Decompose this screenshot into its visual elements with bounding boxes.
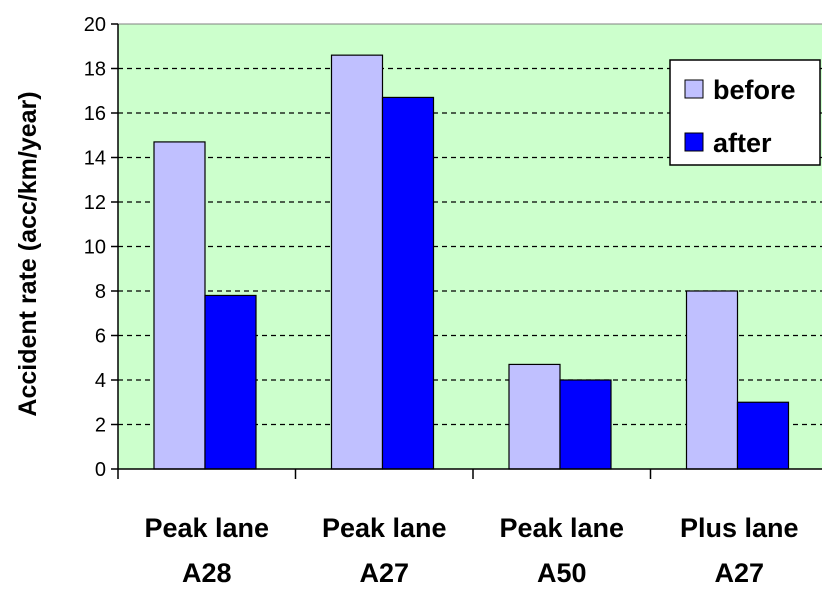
category-label-3-line-1: A27 bbox=[714, 558, 764, 588]
y-tick-label-12: 12 bbox=[84, 192, 106, 214]
legend-swatch-after bbox=[684, 132, 704, 152]
bar-before-2 bbox=[508, 363, 561, 470]
axes bbox=[111, 23, 822, 479]
y-tick-labels: 0 2 4 6 8 10 12 14 16 18 20 bbox=[84, 14, 106, 481]
category-label-3-line-0: Plus lane bbox=[680, 513, 799, 543]
category-label-1-line-1: A27 bbox=[359, 558, 409, 588]
legend: before after bbox=[669, 59, 821, 166]
category-label-2-line-0: Peak lane bbox=[499, 513, 624, 543]
legend-swatch-before bbox=[684, 79, 704, 99]
bar-after-3 bbox=[736, 401, 790, 470]
bar-before-1 bbox=[330, 54, 384, 470]
bar-before-0 bbox=[153, 141, 206, 470]
bar-after-0 bbox=[204, 294, 257, 470]
legend-label-before: before bbox=[713, 75, 796, 105]
y-tick-label-14: 14 bbox=[84, 148, 106, 170]
y-tick-label-0: 0 bbox=[95, 459, 106, 481]
category-labels: Peak lane A28 Peak lane A27 Peak lane A50 Plus… bbox=[144, 513, 798, 588]
category-label-0-line-0: Peak lane bbox=[144, 513, 269, 543]
bar-after-1 bbox=[381, 96, 435, 470]
y-tick-label-20: 20 bbox=[84, 14, 106, 36]
category-label-1-line-0: Peak lane bbox=[322, 513, 447, 543]
y-tick-label-2: 2 bbox=[95, 415, 106, 437]
y-tick-label-4: 4 bbox=[95, 370, 106, 392]
y-tick-label-6: 6 bbox=[95, 326, 106, 348]
category-label-2-line-1: A50 bbox=[537, 558, 587, 588]
bar-after-2 bbox=[559, 379, 612, 470]
category-label-0-line-1: A28 bbox=[182, 558, 232, 588]
y-tick-label-16: 16 bbox=[84, 103, 106, 125]
y-tick-label-8: 8 bbox=[95, 281, 106, 303]
legend-label-after: after bbox=[713, 128, 772, 158]
y-axis-title: Accident rate (acc/km/year) bbox=[14, 91, 42, 416]
bar-before-3 bbox=[685, 290, 739, 470]
y-tick-label-18: 18 bbox=[84, 59, 106, 81]
y-tick-label-10: 10 bbox=[84, 237, 106, 259]
